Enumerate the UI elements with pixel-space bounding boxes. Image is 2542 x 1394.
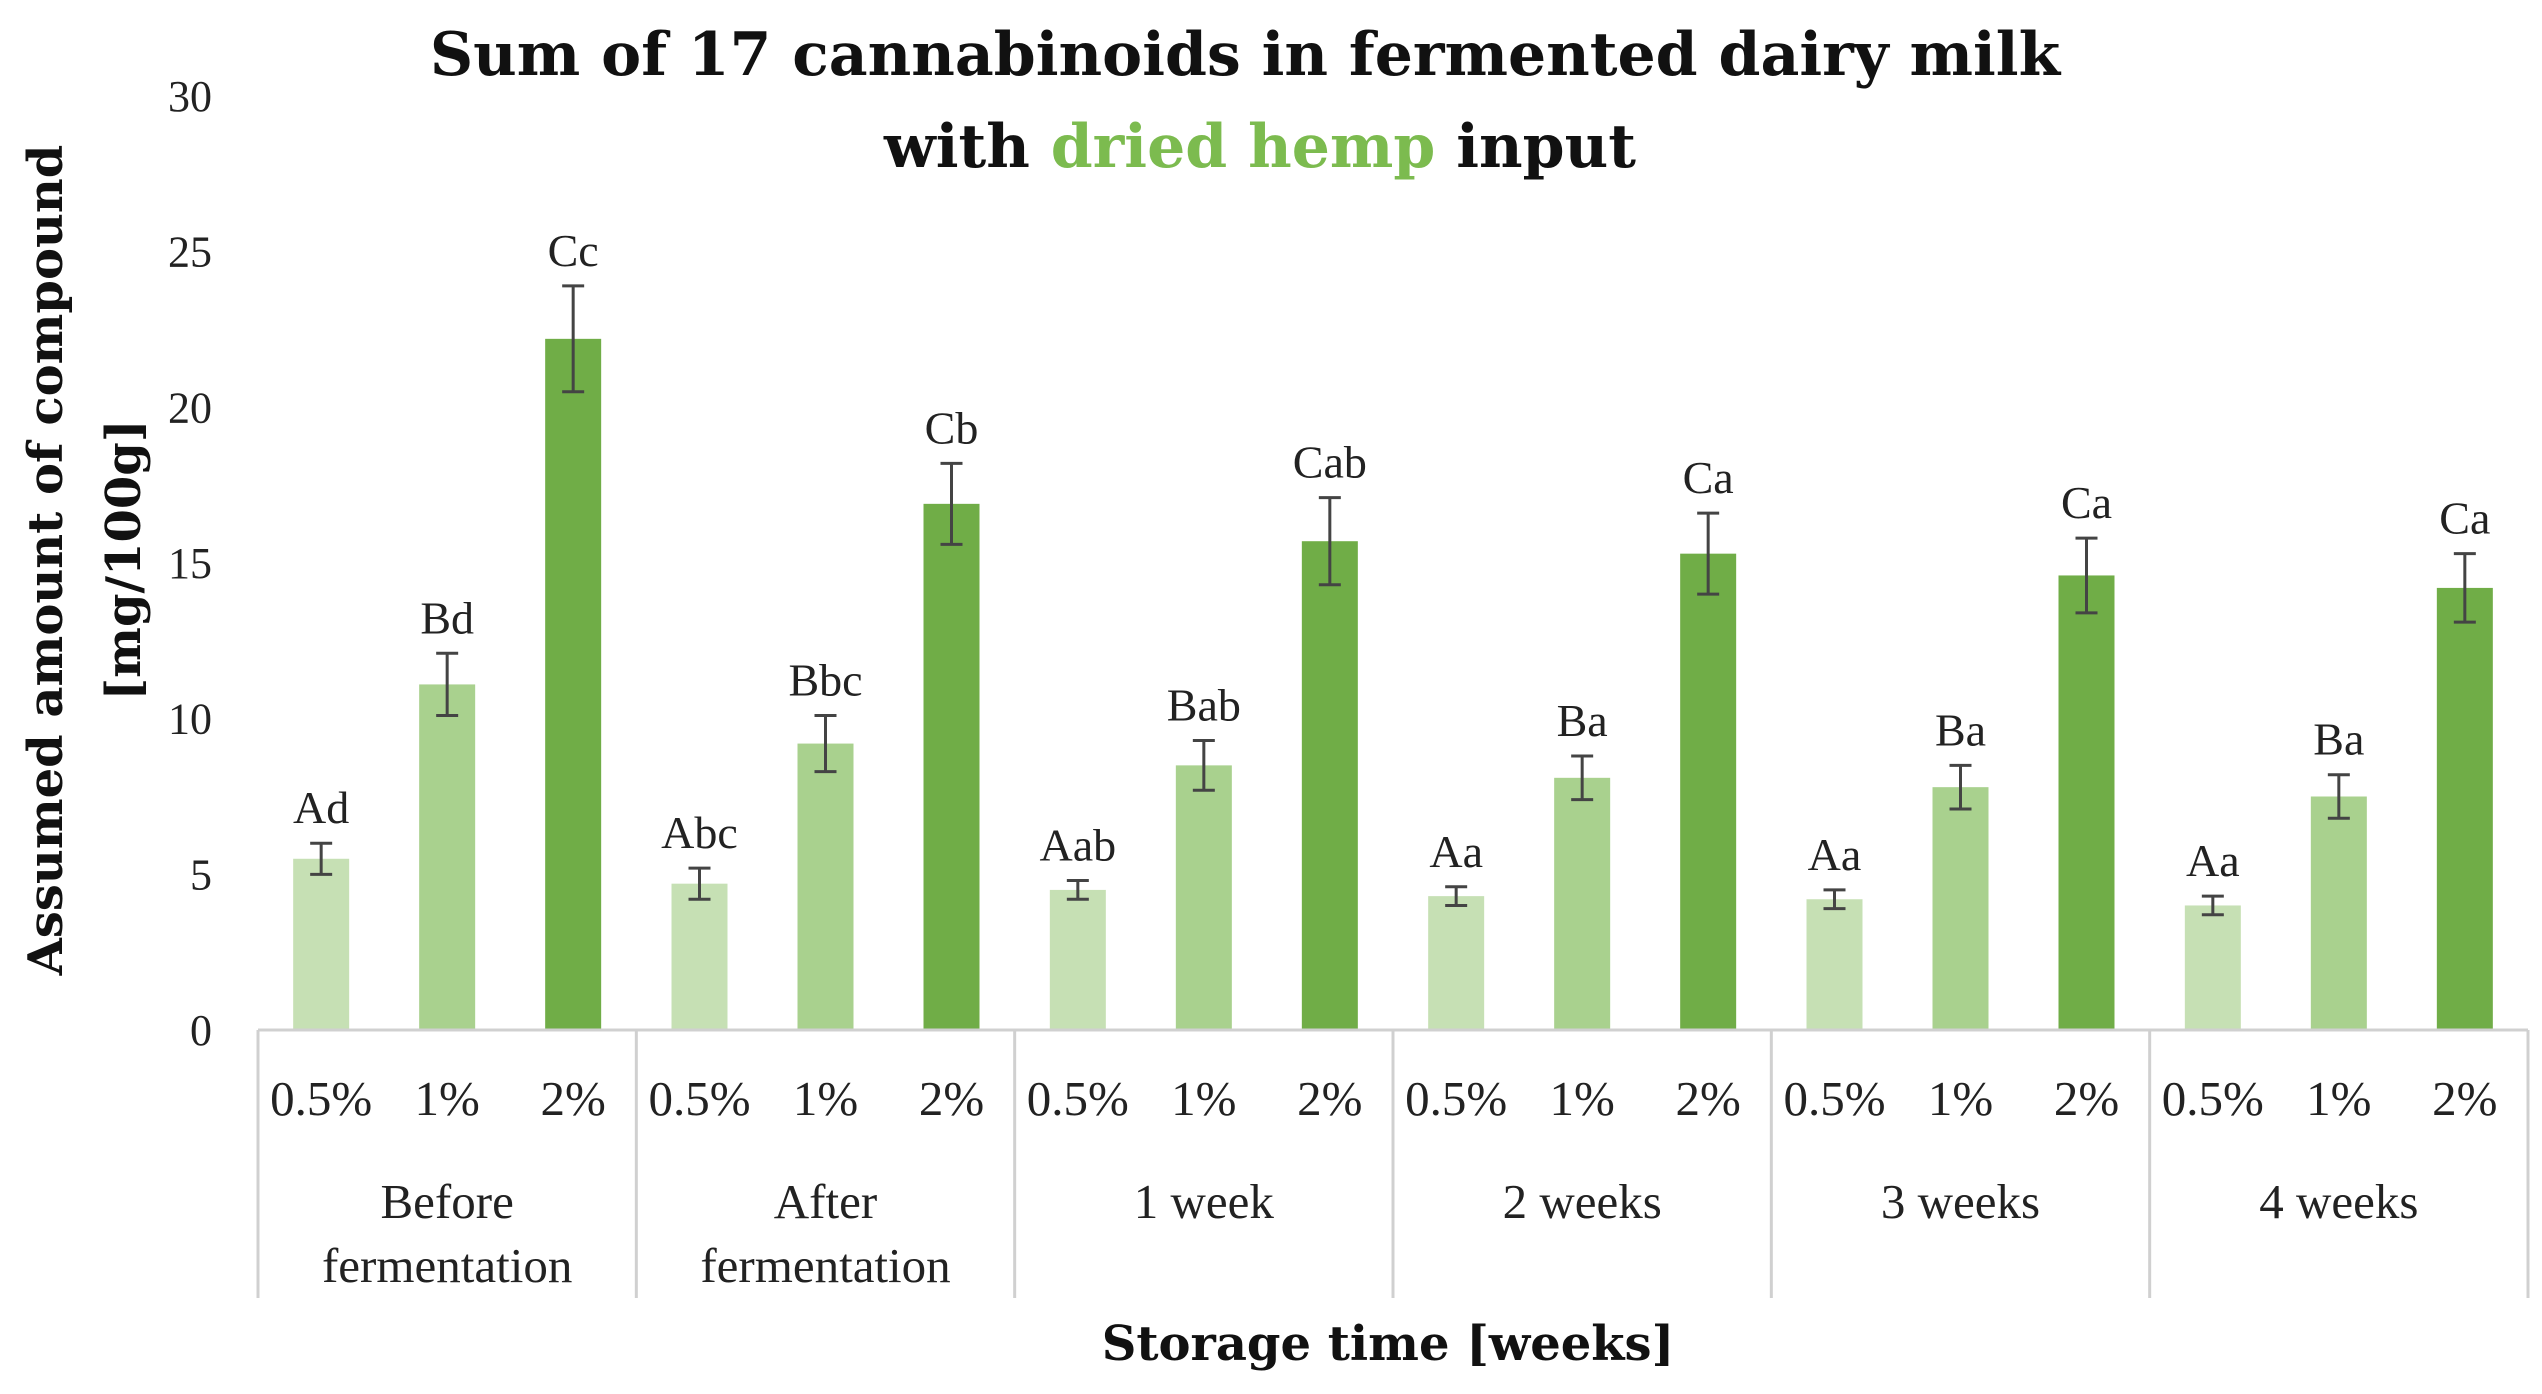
category-label: 2% bbox=[1676, 1071, 1741, 1126]
y-tick-label: 0 bbox=[190, 1006, 212, 1055]
category-label: 0.5% bbox=[1405, 1071, 1507, 1126]
y-tick-label: 10 bbox=[168, 695, 212, 744]
group-label: fermentation bbox=[322, 1238, 572, 1293]
group-label: 1 week bbox=[1134, 1174, 1275, 1229]
data-label: Aa bbox=[1808, 829, 1862, 880]
group-label: 4 weeks bbox=[2259, 1174, 2418, 1229]
bar bbox=[1932, 787, 1989, 1030]
category-label: 1% bbox=[1550, 1071, 1615, 1126]
data-label: Bab bbox=[1167, 679, 1241, 730]
bar bbox=[1680, 553, 1737, 1030]
data-label: Ad bbox=[293, 782, 349, 833]
data-label: Aa bbox=[2186, 835, 2240, 886]
category-label: 0.5% bbox=[1783, 1071, 1885, 1126]
category-label: 1% bbox=[415, 1071, 480, 1126]
data-label: Ca bbox=[2439, 493, 2490, 544]
category-label: 1% bbox=[2306, 1071, 2371, 1126]
bar bbox=[293, 858, 350, 1030]
data-label: Ba bbox=[1935, 704, 1986, 755]
category-label: 0.5% bbox=[270, 1071, 372, 1126]
y-axis-title-line-2: [mg/100g] bbox=[96, 419, 152, 700]
group-label: Before bbox=[381, 1174, 514, 1229]
category-label: 2% bbox=[919, 1071, 984, 1126]
category-label: 2% bbox=[1297, 1071, 1362, 1126]
x-axis-title: Storage time [weeks] bbox=[1102, 1316, 1675, 1372]
plot-area: 0 5 10 15 20 25 30 Ad 0.5% Bd 1% Cc 2% Before fermenta… bbox=[168, 72, 2530, 1298]
category-label: 1% bbox=[793, 1071, 858, 1126]
bar bbox=[1428, 896, 1485, 1030]
bar bbox=[2184, 905, 2241, 1030]
bar bbox=[923, 503, 980, 1030]
data-label: Aa bbox=[1429, 826, 1483, 877]
category-label: 0.5% bbox=[648, 1071, 750, 1126]
bar bbox=[2058, 575, 2115, 1030]
y-tick-label: 25 bbox=[168, 228, 212, 277]
data-label: Bd bbox=[420, 592, 474, 643]
category-label: 0.5% bbox=[1027, 1071, 1129, 1126]
group-label: fermentation bbox=[700, 1238, 950, 1293]
chart-title-pre: with bbox=[883, 112, 1051, 182]
bar bbox=[2436, 587, 2493, 1030]
chart-title-post: input bbox=[1435, 112, 1636, 182]
y-tick-label: 20 bbox=[168, 383, 212, 432]
bar bbox=[1049, 889, 1106, 1030]
group-label: 3 weeks bbox=[1881, 1174, 2040, 1229]
bar bbox=[797, 743, 854, 1030]
y-axis-title-line-1: Assumed amount of compound bbox=[18, 145, 74, 977]
bar bbox=[1301, 541, 1358, 1030]
data-label: Cc bbox=[548, 225, 599, 276]
data-label: Ba bbox=[1557, 695, 1608, 746]
category-label: 2% bbox=[2432, 1071, 2497, 1126]
bar bbox=[419, 684, 476, 1030]
bar bbox=[1554, 777, 1611, 1030]
data-label: Bbc bbox=[788, 655, 862, 706]
y-tick-label: 15 bbox=[168, 539, 212, 588]
bar bbox=[671, 883, 728, 1030]
data-label: Aab bbox=[1040, 820, 1117, 871]
bar bbox=[1806, 899, 1863, 1030]
data-label: Abc bbox=[661, 807, 738, 858]
category-label: 1% bbox=[1171, 1071, 1236, 1126]
bar bbox=[2310, 796, 2367, 1030]
group-label: After bbox=[774, 1174, 877, 1229]
y-axis-title: Assumed amount of compound [mg/100g] bbox=[18, 145, 152, 977]
category-label: 0.5% bbox=[2162, 1071, 2264, 1126]
data-label: Cb bbox=[925, 402, 979, 453]
data-label: Ba bbox=[2313, 714, 2364, 765]
category-label: 1% bbox=[1928, 1071, 1993, 1126]
chart-title-highlight: dried hemp bbox=[1051, 112, 1436, 182]
category-label: 2% bbox=[541, 1071, 606, 1126]
data-label: Ca bbox=[2061, 477, 2112, 528]
category-label: 2% bbox=[2054, 1071, 2119, 1126]
data-label: Ca bbox=[1683, 452, 1734, 503]
data-label: Cab bbox=[1293, 437, 1367, 488]
group-label: 2 weeks bbox=[1503, 1174, 1662, 1229]
y-tick-label: 30 bbox=[168, 72, 212, 121]
chart-title-line-2: with dried hemp input bbox=[883, 112, 1636, 182]
chart-title-line-1: Sum of 17 cannabinoids in fermented dair… bbox=[430, 20, 2062, 90]
bar bbox=[1175, 765, 1232, 1030]
bar bbox=[545, 338, 602, 1031]
y-tick-label: 5 bbox=[190, 850, 212, 899]
